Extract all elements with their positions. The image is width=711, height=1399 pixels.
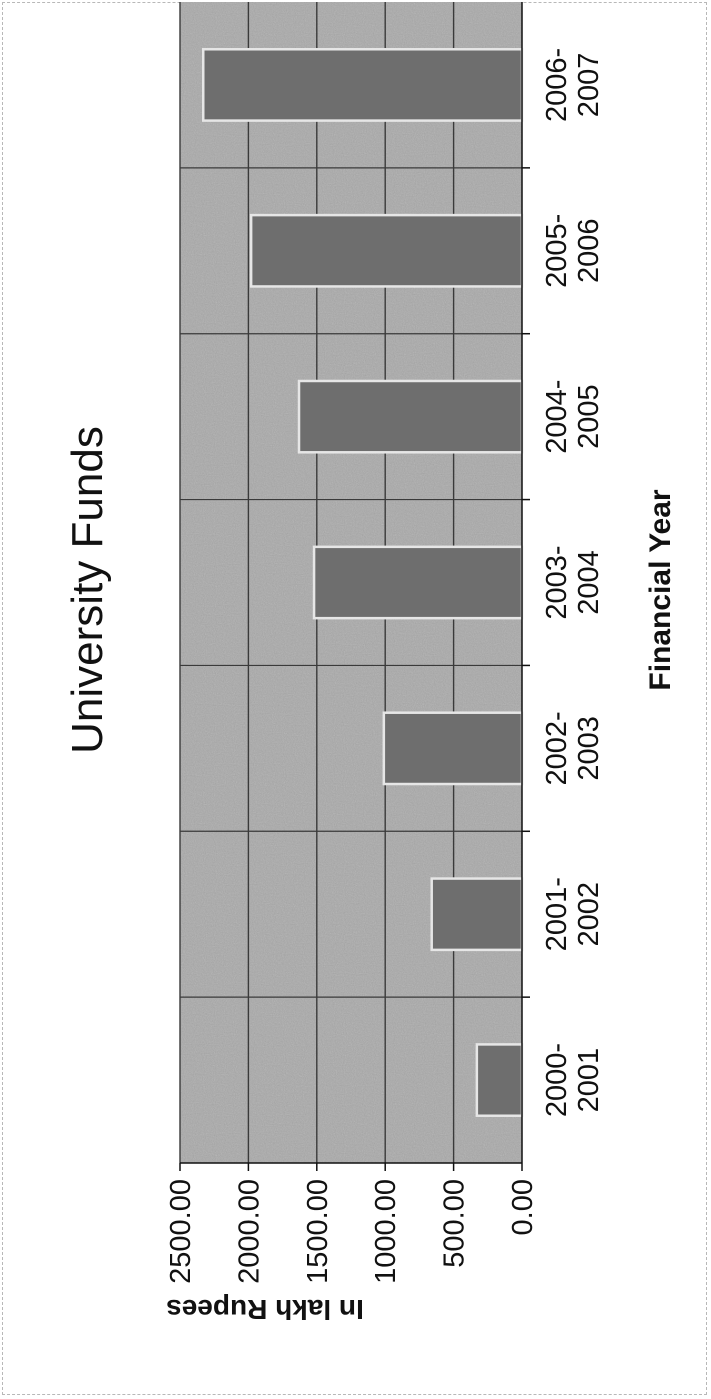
bar: [430, 877, 524, 952]
y-tick-labels: 0.00 500.00 1000.00 1500.00 2000.00 2500.00: [165, 1163, 539, 1284]
chart-title: University Funds: [63, 426, 112, 754]
x-axis-label: Financial Year: [644, 489, 677, 691]
bar: [297, 379, 524, 454]
axes: [180, 2, 530, 1164]
bar: [312, 545, 524, 620]
x-tick-label: 2001-2002: [541, 877, 605, 951]
bar: [249, 213, 524, 288]
x-tick-label: 2002-2003: [541, 711, 605, 785]
y-tick-label: 2500.00: [165, 1179, 197, 1284]
bar: [475, 1043, 524, 1117]
bar: [202, 48, 524, 122]
y-axis-label: In lakh Rupees: [166, 1294, 364, 1325]
bar: [382, 711, 524, 786]
x-tick-label: 2003-2004: [541, 545, 605, 619]
bars: [202, 48, 524, 1117]
x-tick-label: 2005-2006: [541, 214, 605, 288]
y-tick-label: 500.00: [439, 1179, 471, 1268]
y-tick-label: 0.00: [507, 1179, 539, 1235]
x-tick-label: 2000-2001: [541, 1043, 605, 1117]
y-tick-label: 1500.00: [302, 1179, 334, 1284]
y-tick-label: 2000.00: [233, 1179, 265, 1284]
x-tick-label: 2004-2005: [541, 380, 605, 454]
x-tick-label: 2006-2007: [541, 48, 605, 122]
x-tick-labels: 2000-2001 2001-2002 2002-2003 2003-2004 2004…: [541, 48, 605, 1117]
y-tick-label: 1000.00: [370, 1179, 402, 1284]
